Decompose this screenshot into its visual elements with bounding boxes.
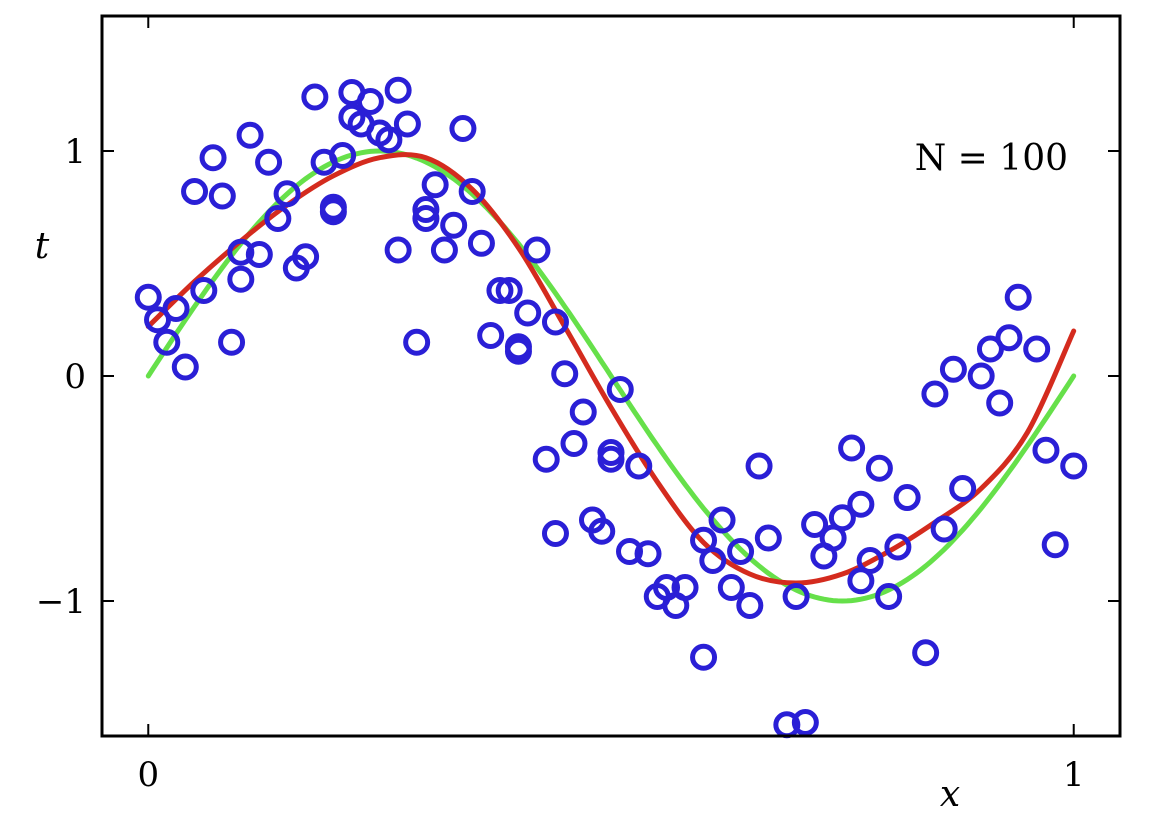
data-point [514, 299, 542, 327]
data-point [717, 574, 745, 601]
ticks: 0 1 −1 0 1 [36, 16, 1120, 795]
data-point [1032, 436, 1060, 464]
data-point [171, 353, 199, 381]
data-point [995, 324, 1023, 352]
data-point [218, 328, 246, 356]
data-point [384, 76, 412, 104]
data-point [671, 574, 699, 601]
data-point [606, 376, 634, 403]
data-point [384, 236, 412, 264]
data-point [236, 121, 264, 149]
data-point [329, 142, 357, 169]
data-point [949, 475, 977, 502]
data-point [541, 308, 569, 336]
data-point [560, 430, 588, 457]
data-point [838, 434, 866, 462]
data-point [403, 328, 431, 356]
data-point [245, 241, 273, 268]
data-point [736, 592, 764, 619]
data-point [208, 182, 236, 210]
data-point [727, 538, 755, 565]
data-point [541, 520, 569, 547]
data-point [986, 389, 1014, 417]
data-points [134, 76, 1088, 739]
data-point [1060, 452, 1088, 480]
data-point [162, 295, 190, 322]
data-point [1004, 283, 1032, 311]
data-point [791, 709, 819, 736]
data-point [153, 328, 181, 356]
data-point [847, 490, 875, 518]
data-point [227, 238, 255, 266]
data-point [504, 337, 532, 365]
data-point [1023, 335, 1051, 363]
data-point [893, 484, 921, 511]
data-point [486, 277, 514, 304]
data-point [754, 524, 782, 552]
true-curve-line [145, 148, 1077, 604]
data-point [181, 178, 209, 205]
data-point [393, 110, 421, 138]
data-point [930, 515, 958, 543]
data-point [273, 180, 301, 208]
data-point [264, 205, 292, 232]
data-point [967, 362, 995, 390]
data-point [255, 148, 283, 176]
data-point [430, 236, 458, 264]
data-point [939, 355, 967, 383]
data-point [616, 538, 644, 565]
data-point [699, 547, 727, 574]
data-point [912, 639, 940, 667]
y-tick-label: −1 [36, 582, 86, 622]
x-tick-label: 1 [1063, 755, 1085, 795]
data-point [588, 517, 616, 545]
y-axis-label: t [35, 226, 50, 267]
data-point [569, 398, 597, 426]
data-point [134, 283, 162, 311]
x-tick-label: 0 [137, 755, 159, 795]
data-point [523, 236, 551, 264]
data-point [828, 504, 856, 532]
data-point [375, 126, 403, 154]
data-point [319, 193, 347, 221]
sample-size-annotation: N = 100 [915, 138, 1068, 179]
data-point [449, 115, 477, 142]
data-point [745, 452, 773, 480]
data-point [690, 643, 718, 671]
data-point [301, 83, 329, 111]
data-point [421, 171, 449, 199]
data-point [467, 229, 495, 257]
data-point [190, 277, 218, 304]
data-point [144, 306, 172, 334]
data-point [199, 144, 227, 172]
data-point [227, 265, 255, 293]
data-point [801, 511, 829, 538]
data-point [458, 178, 486, 205]
data-point [625, 452, 653, 480]
data-point [634, 540, 662, 568]
data-point [782, 583, 810, 610]
data-point [532, 445, 560, 473]
data-point [976, 335, 1004, 363]
x-axis-label: x [940, 774, 960, 814]
y-tick-label: 1 [64, 132, 86, 172]
data-point [708, 506, 736, 534]
data-point [477, 322, 505, 349]
data-point [856, 547, 884, 574]
data-point [921, 380, 949, 408]
data-point [440, 211, 468, 239]
data-point [551, 360, 579, 388]
data-point [1041, 531, 1069, 559]
data-point [884, 533, 912, 561]
data-point [412, 205, 440, 232]
data-point [597, 439, 625, 466]
data-point [495, 277, 523, 304]
data-point [412, 196, 440, 223]
y-tick-label: 0 [64, 357, 86, 397]
data-point [356, 88, 384, 115]
data-point [875, 583, 903, 610]
data-point [865, 454, 893, 482]
data-point [292, 243, 320, 271]
